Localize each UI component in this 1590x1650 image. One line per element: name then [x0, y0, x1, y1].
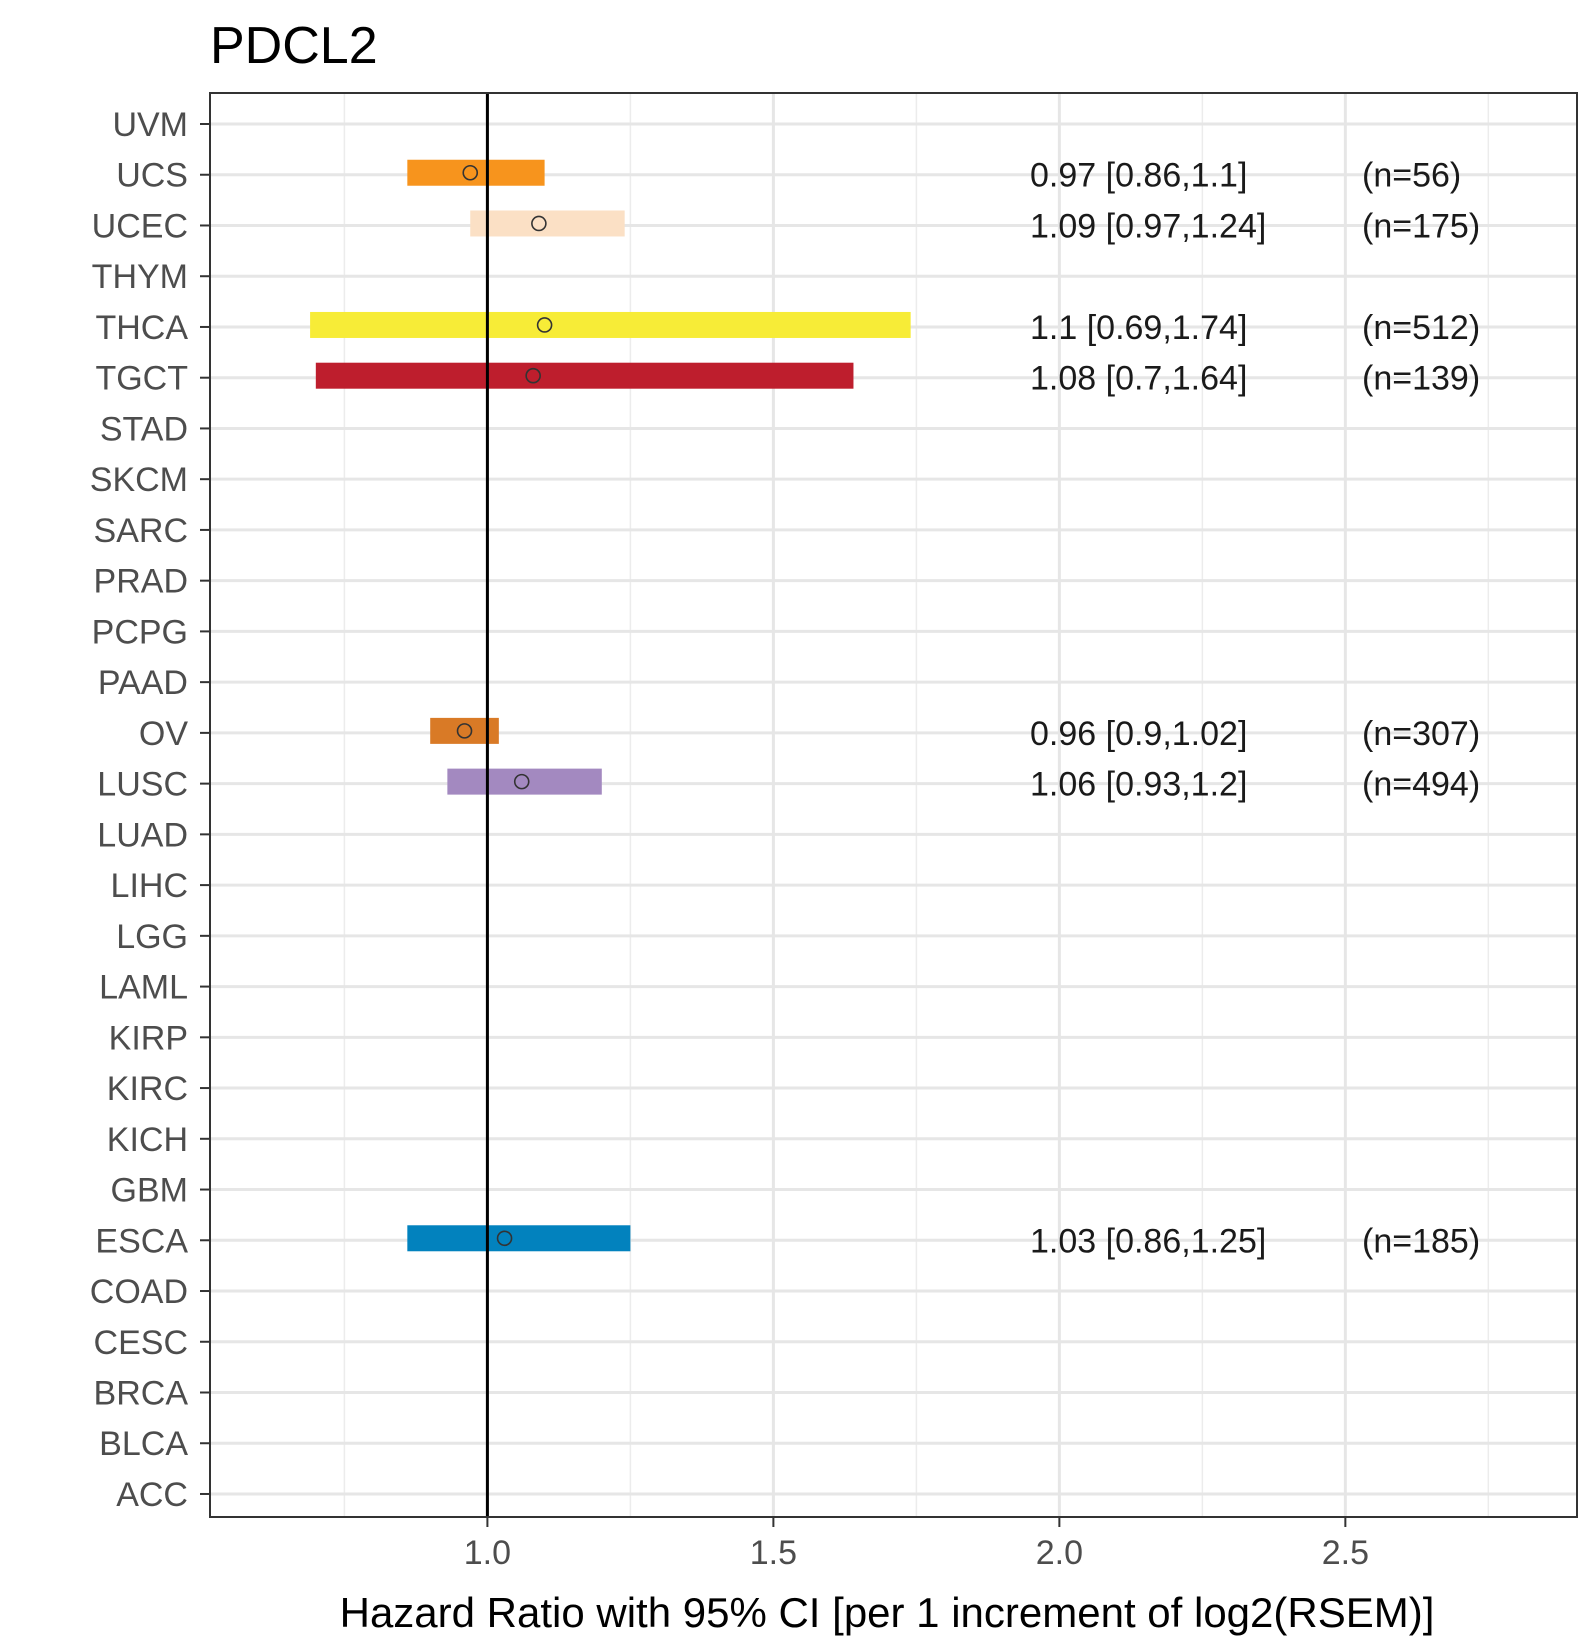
y-tick-label-prad: PRAD: [94, 563, 188, 601]
hr-point-lusc: [513, 773, 530, 790]
x-axis-label: Hazard Ratio with 95% CI [per 1 incremen…: [340, 1589, 1435, 1636]
y-tick-label-pcpg: PCPG: [92, 613, 188, 651]
hr-point-esca: [496, 1230, 513, 1247]
ci-bar-lusc: [447, 768, 602, 795]
y-tick-label-paad: PAAD: [98, 664, 188, 702]
n-label-tgct: (n=139): [1362, 360, 1480, 398]
hr-point-thca: [536, 317, 553, 333]
hr-label-tgct: 1.08 [0.7,1.64]: [1030, 360, 1247, 398]
n-label-ucec: (n=175): [1362, 207, 1480, 245]
y-tick-label-kirc: KIRC: [107, 1070, 188, 1108]
hr-label-esca: 1.03 [0.86,1.25]: [1030, 1222, 1266, 1260]
y-tick-label-ucec: UCEC: [92, 207, 188, 245]
x-tick-label: 2.0: [1036, 1534, 1083, 1572]
hr-label-ucs: 0.97 [0.86,1.1]: [1030, 157, 1247, 195]
y-tick-label-tgct: TGCT: [95, 360, 188, 398]
y-tick-label-esca: ESCA: [95, 1222, 188, 1260]
x-axis: 1.0 1.5 2.0 2.5: [464, 1517, 1369, 1572]
x-tick-label: 1.0: [464, 1534, 511, 1572]
y-tick-label-coad: COAD: [90, 1273, 188, 1311]
hr-label-ov: 0.96 [0.9,1.02]: [1030, 715, 1247, 753]
y-tick-label-ov: OV: [139, 715, 188, 753]
hr-point-ov: [456, 723, 473, 739]
hr-label-thca: 1.1 [0.69,1.74]: [1030, 309, 1247, 347]
y-tick-label-sarc: SARC: [94, 512, 188, 550]
ci-bar-thca: [310, 311, 911, 338]
plot-border: [209, 92, 1578, 1518]
hr-points: [456, 164, 553, 1247]
ci-bar-ucs: [407, 159, 545, 186]
y-tick-label-ucs: UCS: [116, 157, 188, 195]
n-label-ov: (n=307): [1362, 715, 1480, 753]
n-label-thca: (n=512): [1362, 309, 1480, 347]
y-tick-label-gbm: GBM: [111, 1172, 188, 1210]
y-tick-label-kich: KICH: [107, 1121, 188, 1159]
ci-bars: [310, 159, 911, 1252]
hr-label-ucec: 1.09 [0.97,1.24]: [1030, 207, 1266, 245]
chart-title: PDCL2: [210, 17, 378, 75]
n-label-ucs: (n=56): [1362, 157, 1461, 195]
ci-bar-tgct: [315, 362, 854, 389]
y-tick-label-acc: ACC: [116, 1476, 188, 1514]
y-tick-label-cesc: CESC: [94, 1324, 188, 1362]
y-tick-label-lgg: LGG: [116, 918, 188, 956]
y-tick-label-uvm: UVM: [112, 106, 188, 144]
hr-point-tgct: [525, 367, 541, 384]
y-tick-label-thym: THYM: [92, 258, 188, 296]
y-tick-label-blca: BLCA: [99, 1425, 188, 1463]
y-tick-label-stad: STAD: [100, 410, 188, 448]
hr-point-ucs: [462, 164, 479, 181]
hr-point-ucec: [531, 215, 547, 232]
ci-bar-esca: [407, 1225, 631, 1252]
y-tick-label-lihc: LIHC: [111, 867, 188, 905]
y-axis: UVM UCS UCEC THYM THCA TGCT STAD SKCM SARC PRAD PC…: [90, 106, 210, 1514]
y-tick-label-laml: LAML: [99, 969, 188, 1007]
y-tick-label-thca: THCA: [95, 309, 188, 347]
x-tick-label: 1.5: [750, 1534, 797, 1572]
hr-label-lusc: 1.06 [0.93,1.2]: [1030, 766, 1247, 804]
hr-annotations: 0.97 [0.86,1.1] (n=56) 1.09 [0.97,1.24] (n=…: [1030, 157, 1480, 1261]
y-tick-label-kirp: KIRP: [109, 1019, 188, 1057]
y-tick-label-lusc: LUSC: [97, 766, 188, 804]
y-tick-label-luad: LUAD: [97, 816, 188, 854]
ci-bar-ucec: [470, 210, 625, 237]
plot-panel: [210, 93, 1577, 1517]
n-label-lusc: (n=494): [1362, 766, 1480, 804]
y-tick-label-skcm: SKCM: [90, 461, 188, 499]
y-tick-label-brca: BRCA: [94, 1375, 189, 1413]
n-label-esca: (n=185): [1362, 1222, 1480, 1260]
x-tick-label: 2.5: [1322, 1534, 1369, 1572]
